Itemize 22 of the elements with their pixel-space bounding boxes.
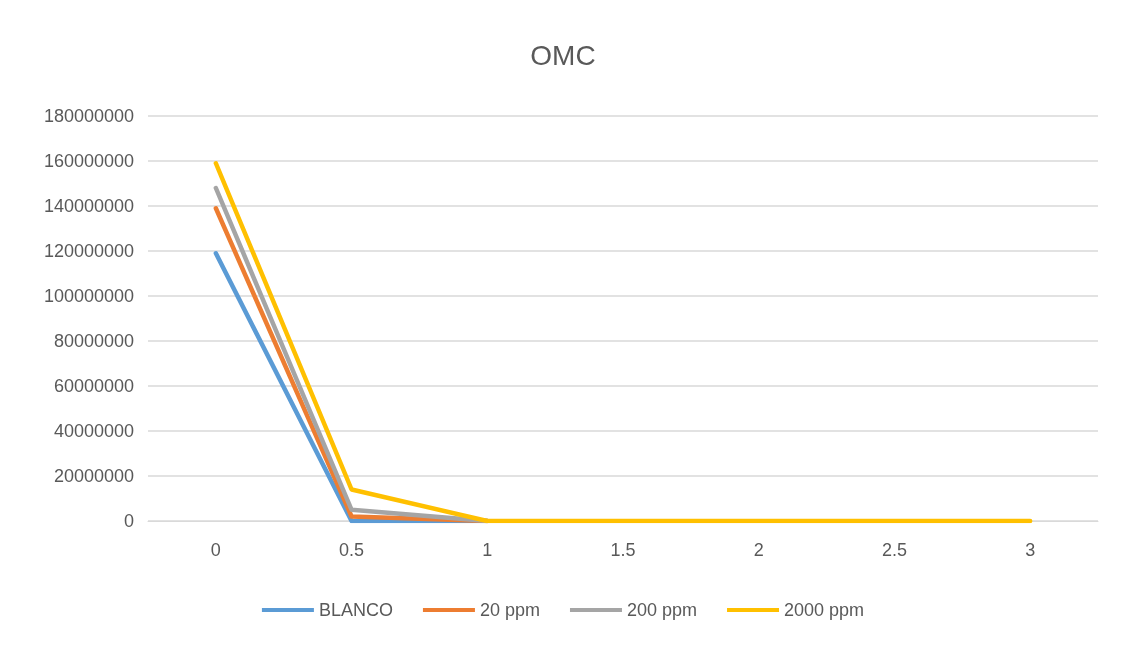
y-tick-label: 40000000 [53, 421, 134, 441]
y-tick-label: 80000000 [53, 331, 134, 351]
x-tick-label: 2 [753, 540, 764, 560]
legend-label: 2000 ppm [784, 600, 865, 620]
x-tick-label: 2.5 [881, 540, 907, 560]
x-tick-label: 0.5 [339, 540, 365, 560]
legend-label: 200 ppm [626, 600, 698, 620]
x-tick-label: 1 [482, 540, 493, 560]
x-tick-label: 3 [1025, 540, 1036, 560]
y-tick-label: 120000000 [43, 241, 134, 261]
x-tick-label: 1.5 [610, 540, 636, 560]
y-tick-label: 20000000 [53, 466, 134, 486]
y-tick-label: 180000000 [43, 106, 134, 126]
x-tick-label: 0 [210, 540, 221, 560]
y-tick-label: 160000000 [43, 151, 134, 171]
legend-label: BLANCO [318, 600, 393, 620]
y-tick-label: 100000000 [43, 286, 134, 306]
y-tick-label: 60000000 [53, 376, 134, 396]
y-tick-label: 0 [123, 511, 134, 531]
y-tick-label: 140000000 [43, 196, 134, 216]
legend-label: 20 ppm [479, 600, 540, 620]
chart-title: OMC [530, 39, 596, 71]
